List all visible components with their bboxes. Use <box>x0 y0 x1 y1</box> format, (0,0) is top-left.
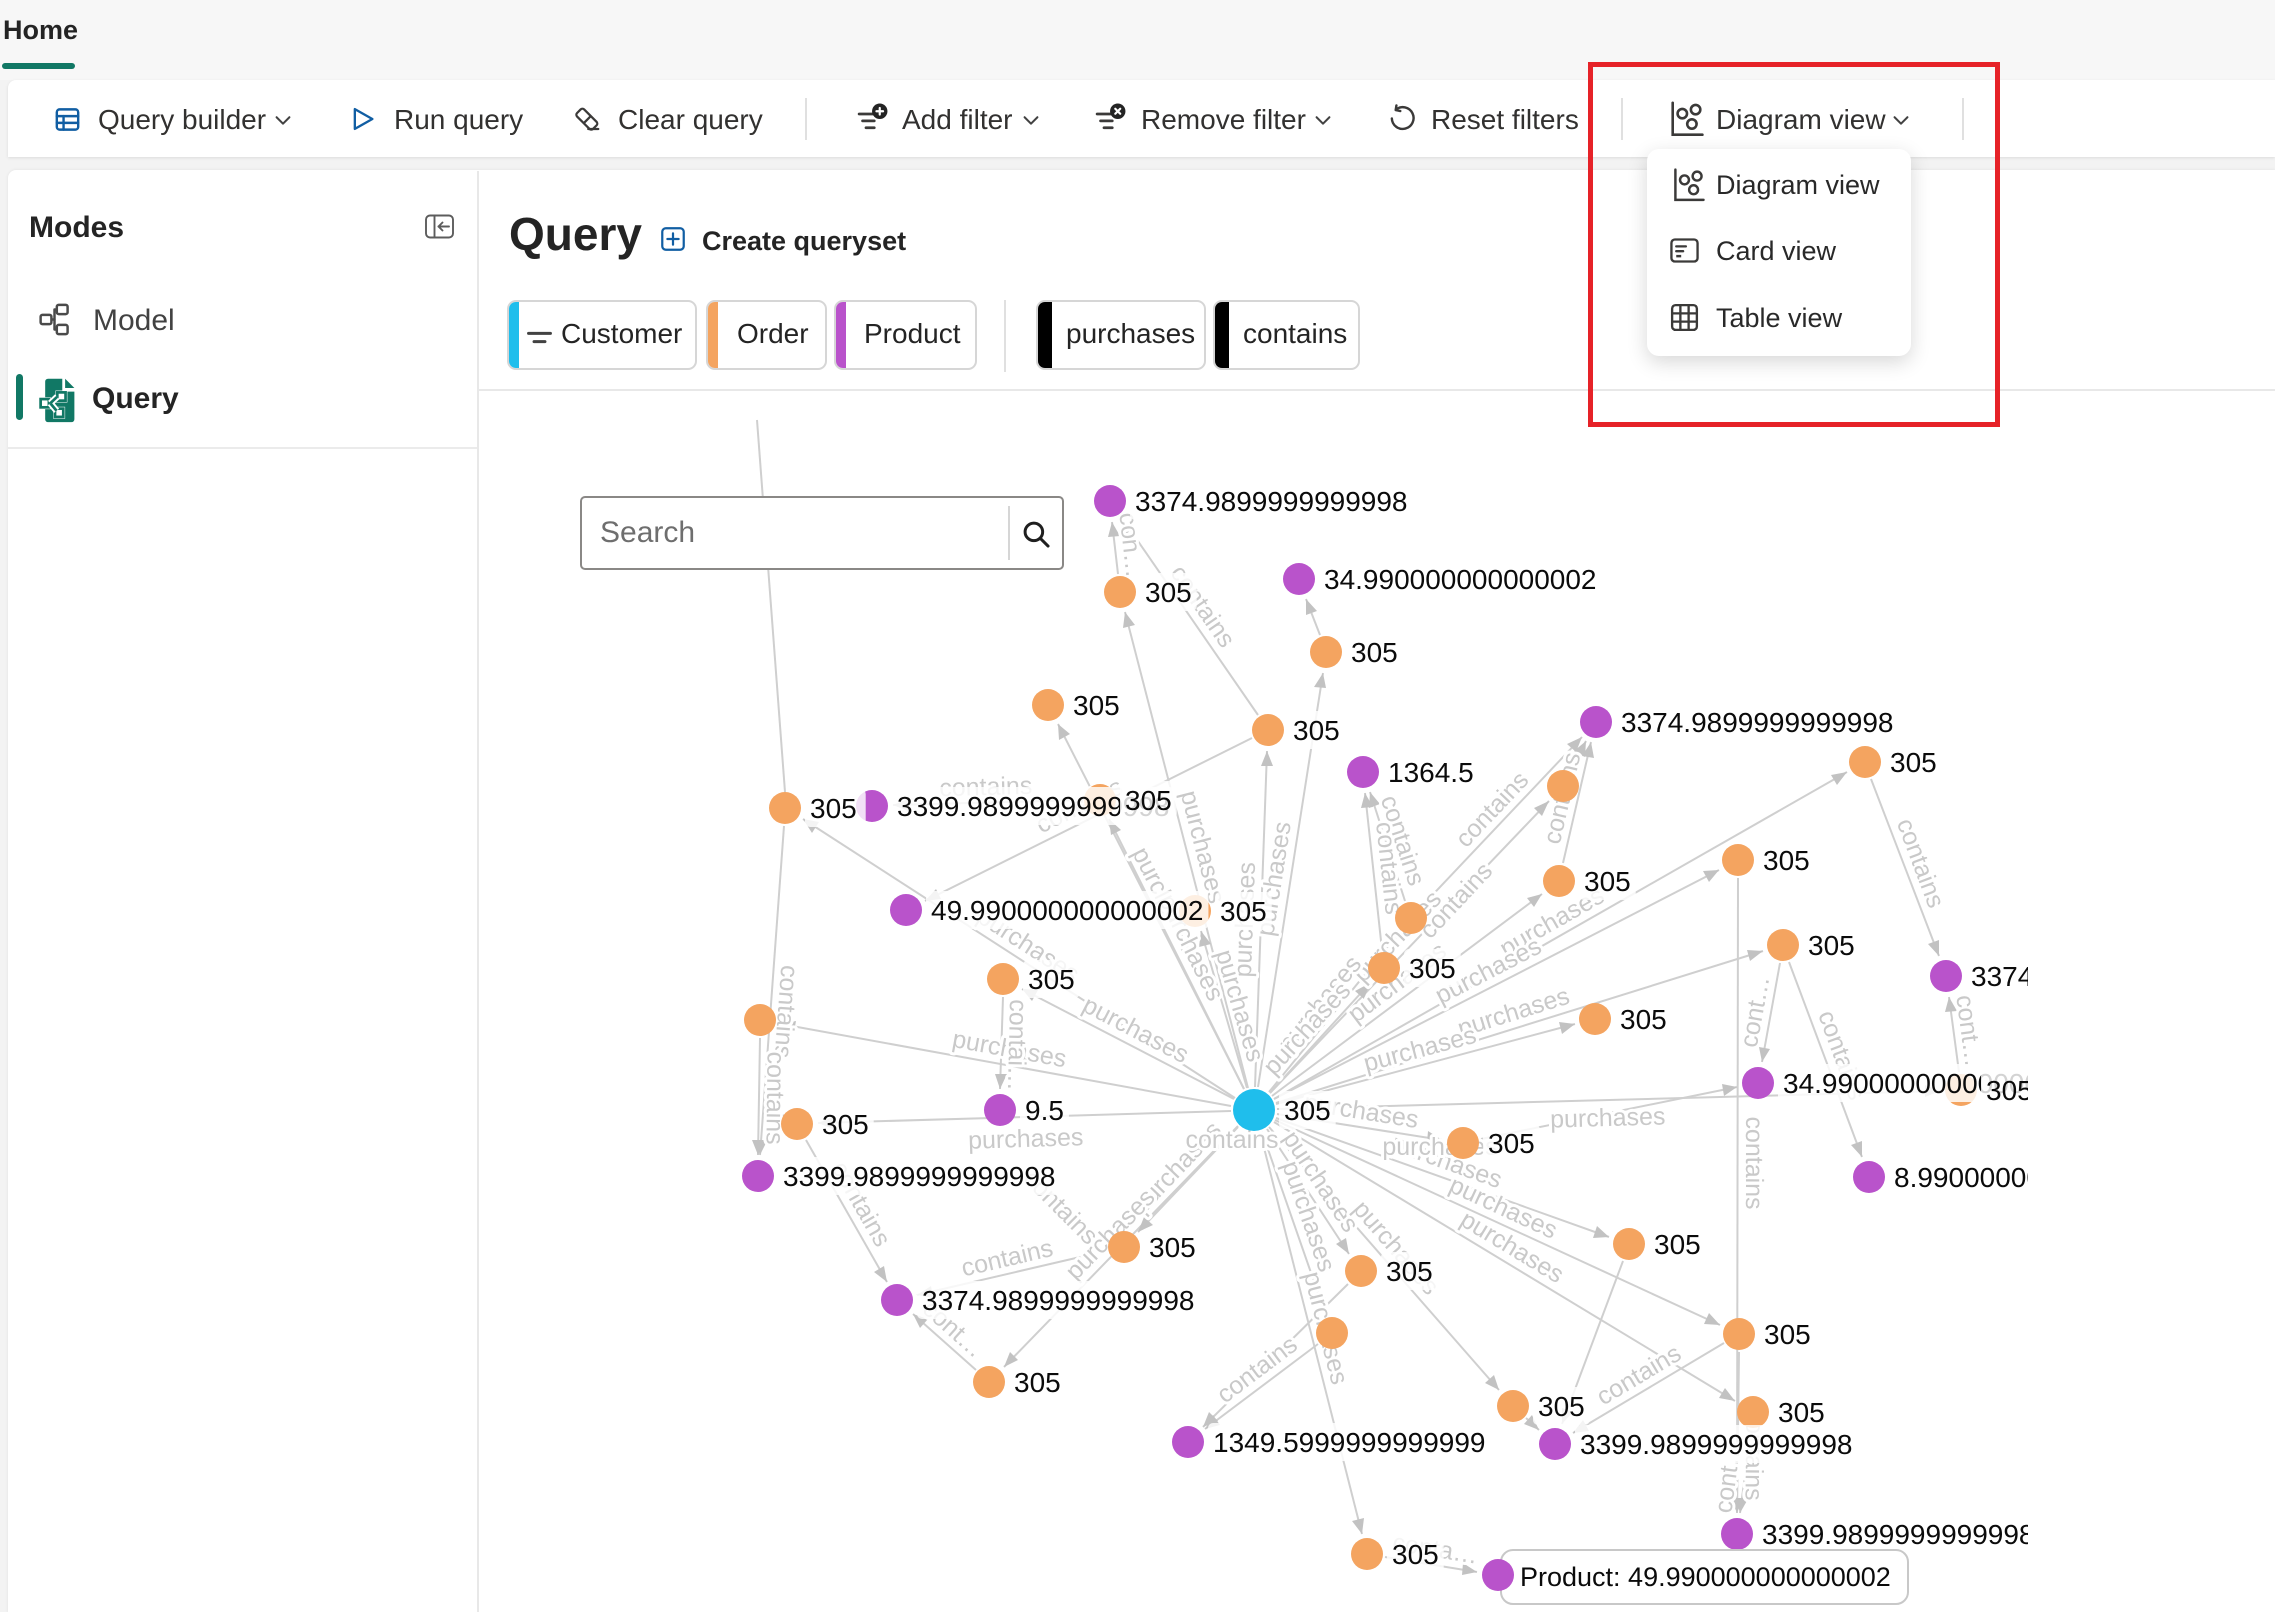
svg-text:1364.5: 1364.5 <box>1388 757 1474 788</box>
svg-text:8.990000000000002: 8.990000000000002 <box>1894 1162 2151 1193</box>
svg-text:305: 305 <box>1392 1539 1439 1570</box>
svg-text:305: 305 <box>1220 896 1267 927</box>
svg-text:305: 305 <box>1149 1232 1196 1263</box>
svg-text:purchases: purchases <box>1078 991 1193 1069</box>
svg-text:1349.5999999999999: 1349.5999999999999 <box>1213 1427 1486 1458</box>
svg-text:cont…: cont… <box>1950 993 1987 1068</box>
svg-text:305: 305 <box>822 1109 869 1140</box>
svg-text:purchases: purchases <box>1210 946 1270 1065</box>
svg-text:purchases: purchases <box>1550 1102 1666 1133</box>
svg-text:3399.9899999999998: 3399.9899999999998 <box>1580 1429 1853 1460</box>
svg-text:con…: con… <box>1113 511 1148 579</box>
svg-text:305: 305 <box>1028 964 1075 995</box>
svg-text:305: 305 <box>1125 785 1172 816</box>
svg-text:305: 305 <box>1890 747 1937 778</box>
svg-text:3374.9899999999998: 3374.9899999999998 <box>1621 707 1894 738</box>
svg-text:contains: contains <box>1891 815 1950 912</box>
svg-text:34.990000000000002: 34.990000000000002 <box>1324 564 1597 595</box>
svg-text:305: 305 <box>1145 577 1192 608</box>
svg-text:305: 305 <box>1293 715 1340 746</box>
svg-text:9.5: 9.5 <box>1025 1095 1064 1126</box>
svg-text:Product: 49.990000000000002: Product: 49.990000000000002 <box>1520 1562 1891 1592</box>
svg-text:305: 305 <box>1986 1075 2033 1106</box>
svg-text:305: 305 <box>1284 1095 1331 1126</box>
svg-text:305: 305 <box>1073 690 1120 721</box>
svg-text:cont…: cont… <box>1735 974 1775 1050</box>
svg-text:305: 305 <box>1488 1128 1535 1159</box>
svg-text:305: 305 <box>1538 1391 1585 1422</box>
svg-text:305: 305 <box>1764 1319 1811 1350</box>
svg-text:305: 305 <box>1014 1367 1061 1398</box>
svg-text:305: 305 <box>1808 930 1855 961</box>
svg-text:305: 305 <box>1763 845 1810 876</box>
svg-text:305: 305 <box>1654 1229 1701 1260</box>
svg-text:contai…: contai… <box>1002 999 1032 1091</box>
svg-text:purchases: purchases <box>1382 1133 1497 1161</box>
svg-text:contains: contains <box>1212 1330 1303 1409</box>
svg-text:3399.9899999999998: 3399.9899999999998 <box>783 1161 1056 1192</box>
svg-text:contains: contains <box>959 1234 1056 1282</box>
svg-text:305: 305 <box>1351 637 1398 668</box>
svg-text:305: 305 <box>810 793 857 824</box>
svg-text:305: 305 <box>1409 953 1456 984</box>
svg-text:305: 305 <box>1778 1397 1825 1428</box>
svg-text:305: 305 <box>1620 1004 1667 1035</box>
svg-text:3374.9899999999998: 3374.9899999999998 <box>922 1285 1195 1316</box>
svg-text:3374.9899999999998: 3374.9899999999998 <box>1135 486 1408 517</box>
svg-text:purchases: purchases <box>1361 1021 1480 1078</box>
svg-text:3374.9899999999998: 3374.9899999999998 <box>1971 961 2244 992</box>
svg-text:305: 305 <box>1386 1256 1433 1287</box>
svg-text:contains: contains <box>1740 1116 1768 1209</box>
svg-text:3399.9899999999998: 3399.9899999999998 <box>1762 1519 2035 1550</box>
svg-text:49.990000000000002: 49.990000000000002 <box>931 895 1204 926</box>
svg-text:305: 305 <box>1584 866 1631 897</box>
svg-text:purchases: purchases <box>1175 788 1231 907</box>
svg-text:contains: contains <box>1185 1126 1278 1154</box>
